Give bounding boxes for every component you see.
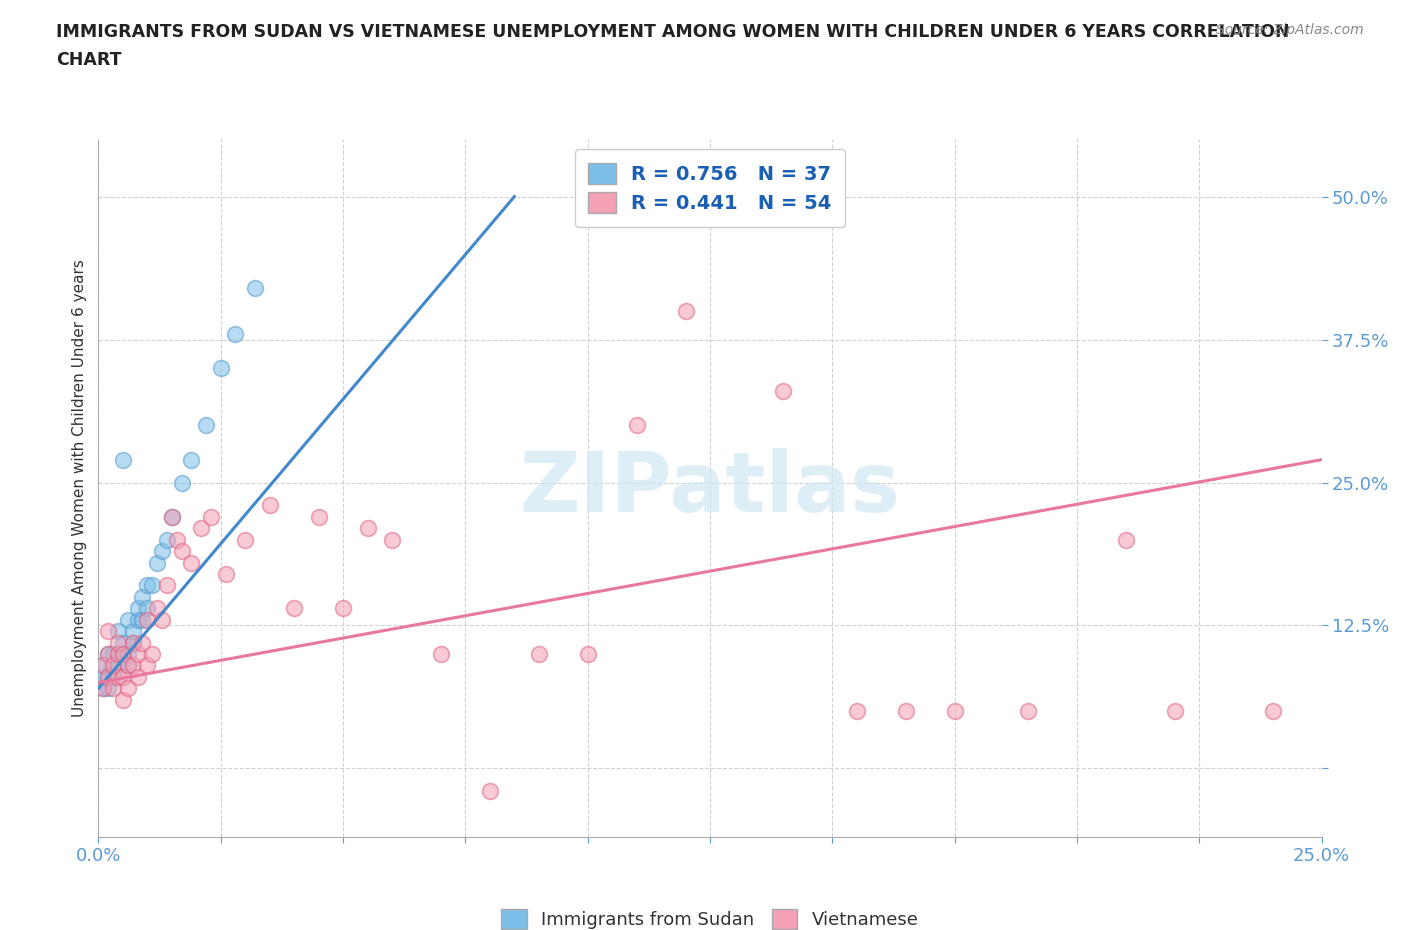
Point bbox=[111, 646, 134, 661]
Point bbox=[430, 646, 453, 661]
Point bbox=[150, 544, 173, 559]
Text: IMMIGRANTS FROM SUDAN VS VIETNAMESE UNEMPLOYMENT AMONG WOMEN WITH CHILDREN UNDER: IMMIGRANTS FROM SUDAN VS VIETNAMESE UNEM… bbox=[56, 23, 1289, 41]
Point bbox=[121, 658, 143, 673]
Point bbox=[111, 635, 134, 650]
Point bbox=[121, 624, 143, 639]
Point bbox=[675, 303, 697, 318]
Point bbox=[136, 658, 159, 673]
Point bbox=[190, 521, 212, 536]
Point bbox=[1115, 532, 1137, 547]
Point bbox=[117, 658, 139, 673]
Point bbox=[356, 521, 378, 536]
Point bbox=[141, 578, 163, 593]
Point bbox=[381, 532, 404, 547]
Point bbox=[845, 704, 868, 719]
Point bbox=[97, 646, 120, 661]
Point bbox=[283, 601, 305, 616]
Legend: Immigrants from Sudan, Vietnamese: Immigrants from Sudan, Vietnamese bbox=[494, 902, 927, 930]
Point bbox=[131, 612, 153, 627]
Point bbox=[107, 646, 129, 661]
Point bbox=[97, 681, 120, 696]
Point bbox=[195, 418, 218, 432]
Point bbox=[127, 670, 149, 684]
Point bbox=[117, 646, 139, 661]
Point bbox=[97, 624, 120, 639]
Point bbox=[1261, 704, 1284, 719]
Point bbox=[576, 646, 599, 661]
Point bbox=[180, 555, 202, 570]
Point bbox=[91, 681, 114, 696]
Point bbox=[127, 646, 149, 661]
Point bbox=[146, 555, 169, 570]
Point bbox=[107, 624, 129, 639]
Point bbox=[224, 326, 246, 341]
Point bbox=[156, 532, 179, 547]
Point bbox=[170, 475, 193, 490]
Point bbox=[527, 646, 550, 661]
Point bbox=[131, 635, 153, 650]
Point bbox=[117, 658, 139, 673]
Point bbox=[141, 646, 163, 661]
Point bbox=[136, 578, 159, 593]
Point bbox=[160, 510, 183, 525]
Point bbox=[209, 361, 232, 376]
Point bbox=[111, 646, 134, 661]
Point bbox=[1017, 704, 1039, 719]
Point bbox=[160, 510, 183, 525]
Point bbox=[101, 681, 124, 696]
Point bbox=[136, 601, 159, 616]
Point bbox=[478, 784, 501, 799]
Point bbox=[121, 635, 143, 650]
Point bbox=[200, 510, 222, 525]
Point bbox=[107, 646, 129, 661]
Point bbox=[259, 498, 281, 512]
Point bbox=[943, 704, 966, 719]
Text: ZIPatlas: ZIPatlas bbox=[520, 447, 900, 529]
Point bbox=[243, 281, 266, 296]
Point bbox=[91, 658, 114, 673]
Point bbox=[127, 612, 149, 627]
Point bbox=[308, 510, 330, 525]
Point bbox=[107, 635, 129, 650]
Point bbox=[111, 692, 134, 707]
Point bbox=[180, 452, 202, 467]
Point bbox=[626, 418, 648, 432]
Point bbox=[101, 658, 124, 673]
Point bbox=[111, 452, 134, 467]
Point bbox=[150, 612, 173, 627]
Point bbox=[91, 681, 114, 696]
Point bbox=[332, 601, 354, 616]
Point bbox=[101, 670, 124, 684]
Point bbox=[233, 532, 256, 547]
Point bbox=[117, 681, 139, 696]
Point bbox=[111, 670, 134, 684]
Point bbox=[107, 658, 129, 673]
Point bbox=[117, 612, 139, 627]
Point bbox=[136, 612, 159, 627]
Y-axis label: Unemployment Among Women with Children Under 6 years: Unemployment Among Women with Children U… bbox=[72, 259, 87, 717]
Point bbox=[772, 383, 794, 398]
Point bbox=[894, 704, 917, 719]
Point bbox=[101, 658, 124, 673]
Point bbox=[107, 670, 129, 684]
Point bbox=[91, 658, 114, 673]
Point bbox=[97, 646, 120, 661]
Point bbox=[121, 635, 143, 650]
Point bbox=[101, 646, 124, 661]
Point bbox=[131, 590, 153, 604]
Point bbox=[97, 670, 120, 684]
Point bbox=[91, 670, 114, 684]
Point bbox=[97, 670, 120, 684]
Point bbox=[166, 532, 188, 547]
Text: CHART: CHART bbox=[56, 51, 122, 69]
Point bbox=[170, 544, 193, 559]
Text: Source: ZipAtlas.com: Source: ZipAtlas.com bbox=[1216, 23, 1364, 37]
Point bbox=[156, 578, 179, 593]
Point bbox=[127, 601, 149, 616]
Point bbox=[146, 601, 169, 616]
Point bbox=[214, 566, 236, 581]
Point bbox=[1164, 704, 1187, 719]
